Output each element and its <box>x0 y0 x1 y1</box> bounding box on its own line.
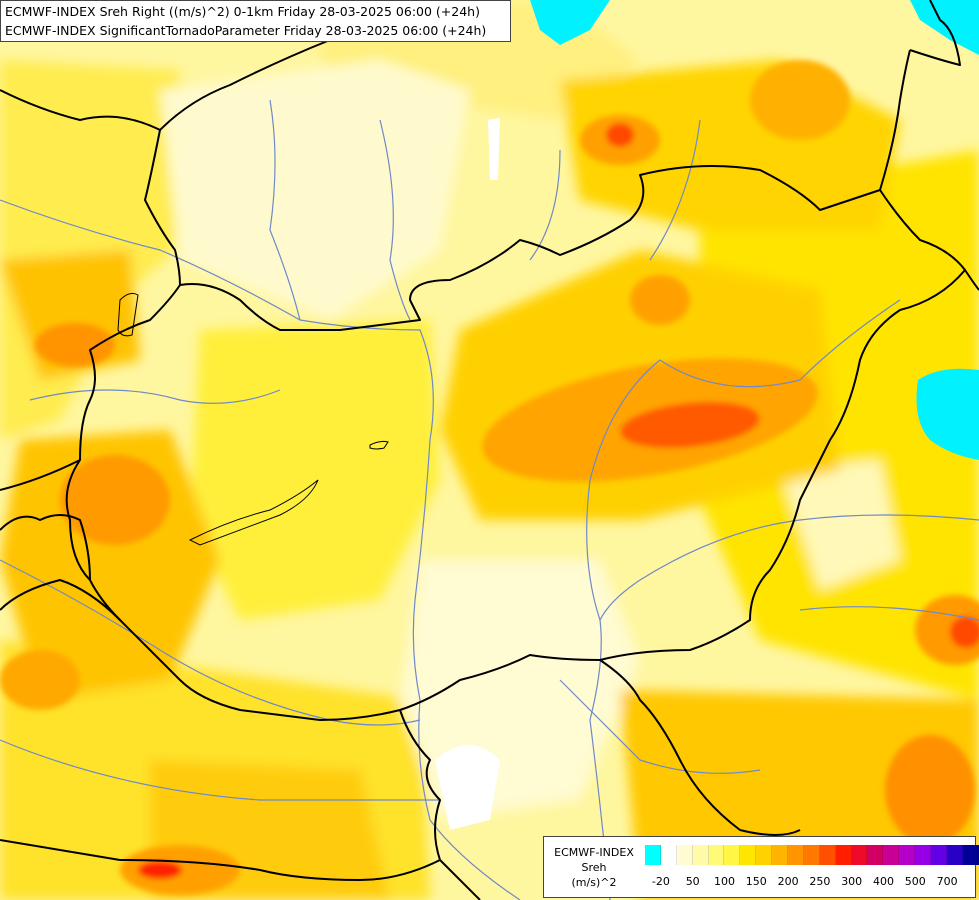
border-serbia-croatia <box>399 709 481 900</box>
river-raba <box>29 389 281 404</box>
legend-tick-label: -20 <box>651 875 670 888</box>
legend-ticks: -20 50 100 150 200 250 300 400 500 700 <box>645 875 965 889</box>
white-south <box>435 745 500 830</box>
legend-tick-label: 200 <box>777 875 799 888</box>
core-orange-n1 <box>630 275 690 325</box>
legend-model: ECMWF-INDEX <box>554 846 634 859</box>
river-north-4 <box>649 119 701 261</box>
color-legend: ECMWF-INDEX Sreh (m/s)^2 -20 50 100 150 200 2… <box>543 836 979 898</box>
border-croatia-bosnia <box>0 839 441 881</box>
water-areas <box>435 0 979 830</box>
core-red-center <box>620 401 760 449</box>
legend-swatch <box>851 845 868 865</box>
legend-swatch <box>772 845 789 865</box>
legend-tick-label: 150 <box>745 875 767 888</box>
legend-tick-label: 50 <box>685 875 700 888</box>
river-east-2 <box>799 606 979 621</box>
rivers <box>0 99 979 900</box>
legend-swatch <box>883 845 900 865</box>
legend-swatch <box>946 845 963 865</box>
legend-swatch <box>645 845 661 865</box>
river-north-1 <box>269 99 301 321</box>
border-serbia-romania <box>599 659 801 836</box>
water-east <box>916 368 979 460</box>
core-red-east <box>950 616 979 648</box>
river-north-3 <box>529 149 561 261</box>
border-slovenia-croatia <box>0 579 121 621</box>
title-line-stp: ECMWF-INDEX SignificantTornadoParameter … <box>5 23 487 38</box>
legend-tick-label: 700 <box>936 875 958 888</box>
core-orange-nw <box>35 323 115 367</box>
core-orange-west <box>60 455 170 545</box>
core-orange-ne <box>750 60 850 140</box>
legend-swatch <box>962 845 979 865</box>
legend-tick-label: 100 <box>714 875 735 888</box>
map-title-box: ECMWF-INDEX Sreh Right ((m/s)^2) 0-1km F… <box>0 0 511 42</box>
water-northeast <box>910 0 979 55</box>
legend-tick-label: 250 <box>809 875 831 888</box>
white-north <box>488 118 500 180</box>
border-slovakia-ukraine <box>879 49 911 191</box>
legend-swatches <box>645 845 979 865</box>
border-ukraine-romania <box>964 269 979 291</box>
legend-tick-label: 500 <box>904 875 926 888</box>
legend-swatch <box>676 845 693 865</box>
legend-unit: (m/s)^2 <box>571 876 617 889</box>
legend-swatch <box>740 845 757 865</box>
legend-swatch <box>899 845 916 865</box>
field-pale-east <box>780 460 900 590</box>
field-yellow-center <box>190 320 440 620</box>
river-tisza <box>586 299 901 900</box>
legend-swatch <box>835 845 852 865</box>
river-south-2 <box>559 679 761 774</box>
river-drava <box>0 559 421 726</box>
legend-tick-label: 300 <box>841 875 863 888</box>
river-danube <box>0 199 521 900</box>
lake-velence <box>369 440 389 450</box>
contour-cores <box>0 60 979 895</box>
border-west-austria <box>0 459 81 491</box>
legend-swatch <box>708 845 725 865</box>
legend-swatch <box>803 845 820 865</box>
lake-balaton <box>188 479 319 546</box>
legend-title: ECMWF-INDEX Sreh (m/s)^2 <box>548 845 640 890</box>
border-poland-ukraine <box>909 0 961 66</box>
field-pale-north <box>160 60 470 320</box>
core-orange-sw <box>0 650 80 710</box>
river-mures <box>599 514 979 621</box>
legend-swatch <box>660 845 677 865</box>
legend-swatch <box>819 845 836 865</box>
border-austria-slovenia <box>0 514 91 581</box>
legend-swatch <box>724 845 741 865</box>
legend-swatch <box>692 845 709 865</box>
legend-swatch <box>756 845 773 865</box>
water-north <box>530 0 610 45</box>
border-north-slovakia <box>0 89 181 286</box>
legend-parameter: Sreh <box>581 861 607 874</box>
legend-swatch <box>867 845 884 865</box>
river-north-2 <box>379 119 411 321</box>
legend-swatch <box>915 845 932 865</box>
core-orange-se <box>885 735 975 845</box>
river-sava <box>0 739 440 801</box>
core-red-south <box>138 861 182 879</box>
title-line-sreh: ECMWF-INDEX Sreh Right ((m/s)^2) 0-1km F… <box>5 4 480 19</box>
legend-tick-label: 400 <box>873 875 894 888</box>
core-red-north <box>606 123 634 147</box>
legend-swatch <box>931 845 947 865</box>
legend-swatch <box>788 845 804 865</box>
